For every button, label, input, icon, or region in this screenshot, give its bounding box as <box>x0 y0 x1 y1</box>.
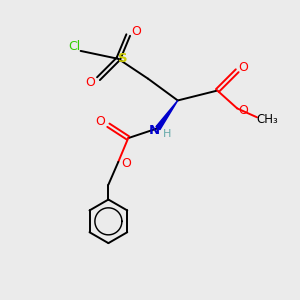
Text: S: S <box>118 52 128 65</box>
Text: O: O <box>95 115 105 128</box>
Text: N: N <box>148 124 160 137</box>
Text: O: O <box>238 104 248 117</box>
Text: CH₃: CH₃ <box>256 113 278 126</box>
Text: H: H <box>163 129 171 139</box>
Text: O: O <box>121 158 131 170</box>
Text: Cl: Cl <box>69 40 81 53</box>
Text: O: O <box>85 76 95 89</box>
Text: O: O <box>131 25 141 38</box>
Text: O: O <box>238 61 248 74</box>
Polygon shape <box>156 100 178 130</box>
